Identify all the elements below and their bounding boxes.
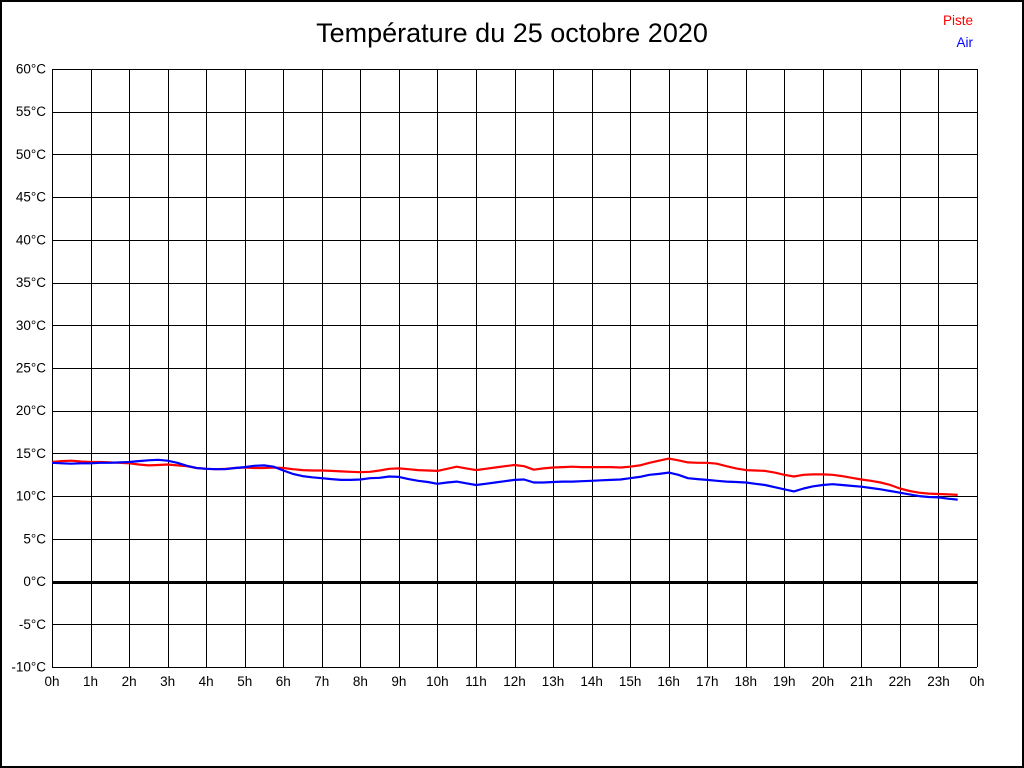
x-tick-label: 18h: [734, 674, 757, 689]
x-tick-label: 19h: [773, 674, 796, 689]
chart-title: Température du 25 octobre 2020: [316, 18, 708, 48]
x-tick-label: 0h: [44, 674, 59, 689]
x-tick-label: 0h: [969, 674, 984, 689]
y-tick-label: 10°C: [16, 489, 46, 504]
y-tick-label: 20°C: [16, 403, 46, 418]
x-axis-labels: 0h 1h 2h 3h 4h 5h 6h 7h 8h 9h 10h 11h 12h 13h 14h 15h 16…: [44, 674, 984, 689]
legend: Piste Air: [943, 10, 973, 54]
x-tick-label: 3h: [160, 674, 175, 689]
series-line-piste: [51, 457, 958, 496]
x-tick-label: 14h: [580, 674, 603, 689]
x-tick-label: 20h: [812, 674, 835, 689]
x-tick-label: 7h: [314, 674, 329, 689]
y-tick-label: 40°C: [16, 232, 46, 247]
x-tick-label: 4h: [199, 674, 214, 689]
y-tick-label: 55°C: [16, 104, 46, 119]
y-tick-label: -5°C: [19, 617, 46, 632]
y-tick-label: 60°C: [16, 62, 46, 77]
x-tick-label: 15h: [619, 674, 642, 689]
legend-item-air: Air: [956, 35, 974, 50]
series-line-air: [51, 458, 958, 501]
x-tick-label: 11h: [465, 674, 487, 689]
x-tick-label: 12h: [503, 674, 526, 689]
x-tick-label: 13h: [542, 674, 565, 689]
y-tick-label: 30°C: [16, 318, 46, 333]
y-tick-label: 5°C: [23, 531, 46, 546]
x-tick-label: 9h: [391, 674, 406, 689]
x-tick-label: 6h: [276, 674, 291, 689]
y-tick-label: 25°C: [16, 361, 46, 376]
gridlines: [52, 69, 978, 668]
x-tick-label: 10h: [426, 674, 449, 689]
x-tick-label: 8h: [353, 674, 368, 689]
x-tick-label: 16h: [657, 674, 680, 689]
x-tick-label: 22h: [889, 674, 912, 689]
y-axis-labels: 60°C 55°C 50°C 45°C 40°C 35°C 30°C 25°C 20°C 15°C…: [11, 62, 46, 675]
y-tick-label: -10°C: [11, 660, 46, 675]
x-tick-label: 5h: [237, 674, 252, 689]
x-tick-label: 17h: [696, 674, 719, 689]
y-tick-label: 35°C: [16, 275, 46, 290]
x-tick-label: 23h: [927, 674, 950, 689]
x-tick-label: 21h: [850, 674, 873, 689]
legend-item-piste: Piste: [942, 13, 973, 28]
x-tick-label: 1h: [83, 674, 98, 689]
x-tick-label: 2h: [122, 674, 137, 689]
y-tick-label: 45°C: [16, 190, 46, 205]
y-tick-label: 15°C: [16, 446, 46, 461]
y-tick-label: 0°C: [23, 574, 46, 589]
y-tick-label: 50°C: [16, 147, 46, 162]
